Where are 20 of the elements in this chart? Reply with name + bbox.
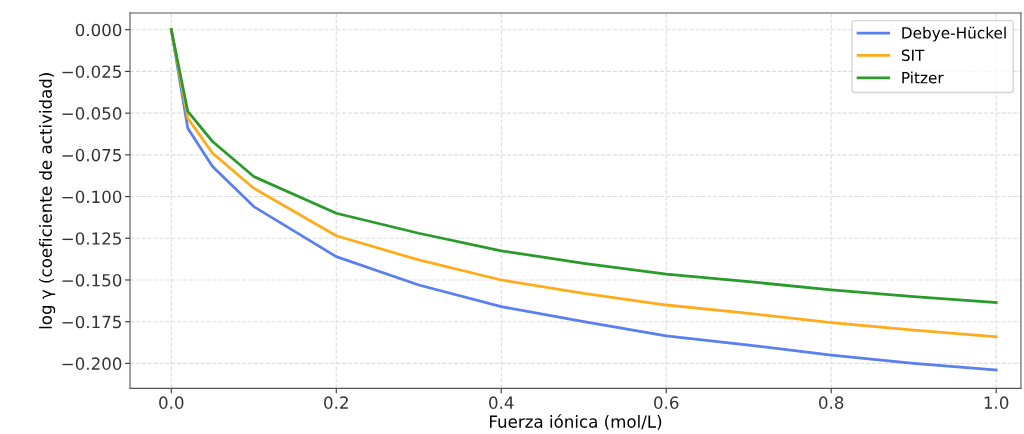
y-tick-label: −0.175 [62, 315, 121, 329]
y-tick-label: −0.150 [62, 273, 122, 287]
x-tick-label: 0.2 [324, 396, 348, 409]
y-tick-label: −0.100 [62, 190, 122, 204]
legend-label: Debye-Hückel [902, 26, 1006, 42]
y-tick-label: −0.200 [62, 357, 122, 370]
legend-label: Pitzer [902, 71, 944, 84]
legend-label: SIT [901, 49, 925, 62]
y-tick-label: −0.050 [62, 107, 122, 120]
y-tick-label: −0.075 [62, 148, 121, 162]
x-tick-label: 0.8 [819, 396, 844, 409]
x-tick-label: 0.6 [654, 396, 679, 409]
x-tick-label: 0.0 [159, 396, 184, 409]
y-tick-label: −0.125 [62, 232, 121, 245]
y-tick-label: 0.000 [75, 23, 122, 37]
x-tick-label: 1.0 [984, 396, 1009, 409]
x-axis-title: Fuerza iónica (mol/L) [489, 414, 662, 430]
y-axis-title: log γ (coeficiente de actividad) [39, 73, 56, 329]
x-tick-label: 0.4 [489, 396, 514, 409]
y-tick-label: −0.025 [62, 65, 121, 78]
